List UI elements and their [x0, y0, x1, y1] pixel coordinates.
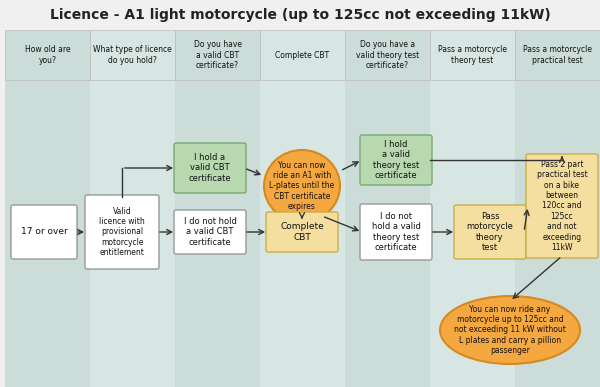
FancyBboxPatch shape	[345, 30, 430, 80]
FancyBboxPatch shape	[90, 30, 175, 80]
Text: You can now ride any
motorcycle up to 125cc and
not exceeding 11 kW without
L pl: You can now ride any motorcycle up to 12…	[454, 305, 566, 355]
FancyBboxPatch shape	[266, 212, 338, 252]
Text: Do you have a
valid theory test
certificate?: Do you have a valid theory test certific…	[356, 40, 419, 70]
Text: How old are
you?: How old are you?	[25, 45, 70, 65]
Text: Pass a motorcycle
theory test: Pass a motorcycle theory test	[438, 45, 507, 65]
FancyBboxPatch shape	[454, 205, 526, 259]
FancyBboxPatch shape	[90, 80, 175, 387]
Text: I hold
a valid
theory test
certificate: I hold a valid theory test certificate	[373, 140, 419, 180]
Text: Pass
motorcycle
theory
test: Pass motorcycle theory test	[467, 212, 514, 252]
FancyBboxPatch shape	[174, 143, 246, 193]
Text: I hold a
valid CBT
certificate: I hold a valid CBT certificate	[188, 153, 232, 183]
FancyBboxPatch shape	[360, 135, 432, 185]
FancyBboxPatch shape	[345, 80, 430, 387]
FancyBboxPatch shape	[5, 30, 90, 80]
FancyBboxPatch shape	[430, 80, 515, 387]
Text: You can now
ride an A1 with
L-plates until the
CBT certificate
expires: You can now ride an A1 with L-plates unt…	[269, 161, 335, 211]
FancyBboxPatch shape	[260, 30, 345, 80]
FancyBboxPatch shape	[175, 80, 260, 387]
FancyBboxPatch shape	[430, 30, 515, 80]
Text: Licence - A1 light motorcycle (up to 125cc not exceeding 11kW): Licence - A1 light motorcycle (up to 125…	[50, 8, 550, 22]
FancyBboxPatch shape	[174, 210, 246, 254]
FancyBboxPatch shape	[260, 80, 345, 387]
FancyBboxPatch shape	[175, 30, 260, 80]
FancyBboxPatch shape	[5, 80, 90, 387]
FancyBboxPatch shape	[85, 195, 159, 269]
Text: Valid
licence with
provisional
motorcycle
entitlement: Valid licence with provisional motorcycl…	[99, 207, 145, 257]
Ellipse shape	[264, 150, 340, 222]
FancyBboxPatch shape	[515, 30, 600, 80]
Text: 17 or over: 17 or over	[20, 228, 67, 236]
FancyBboxPatch shape	[0, 0, 600, 30]
Text: Complete CBT: Complete CBT	[275, 50, 329, 60]
Text: What type of licence
do you hold?: What type of licence do you hold?	[93, 45, 172, 65]
Text: Complete
CBT: Complete CBT	[280, 222, 324, 242]
FancyBboxPatch shape	[11, 205, 77, 259]
Text: I do not hold
a valid CBT
certificate: I do not hold a valid CBT certificate	[184, 217, 236, 247]
Text: Pass 2 part
practical test
on a bike
between
120cc and
125cc
and not
exceeding
1: Pass 2 part practical test on a bike bet…	[536, 160, 587, 252]
FancyBboxPatch shape	[515, 80, 600, 387]
Ellipse shape	[440, 296, 580, 364]
Text: Pass a motorcycle
practical test: Pass a motorcycle practical test	[523, 45, 592, 65]
Text: Do you have
a valid CBT
certificate?: Do you have a valid CBT certificate?	[193, 40, 241, 70]
FancyBboxPatch shape	[526, 154, 598, 258]
FancyBboxPatch shape	[360, 204, 432, 260]
Text: I do not
hold a valid
theory test
certificate: I do not hold a valid theory test certif…	[371, 212, 421, 252]
